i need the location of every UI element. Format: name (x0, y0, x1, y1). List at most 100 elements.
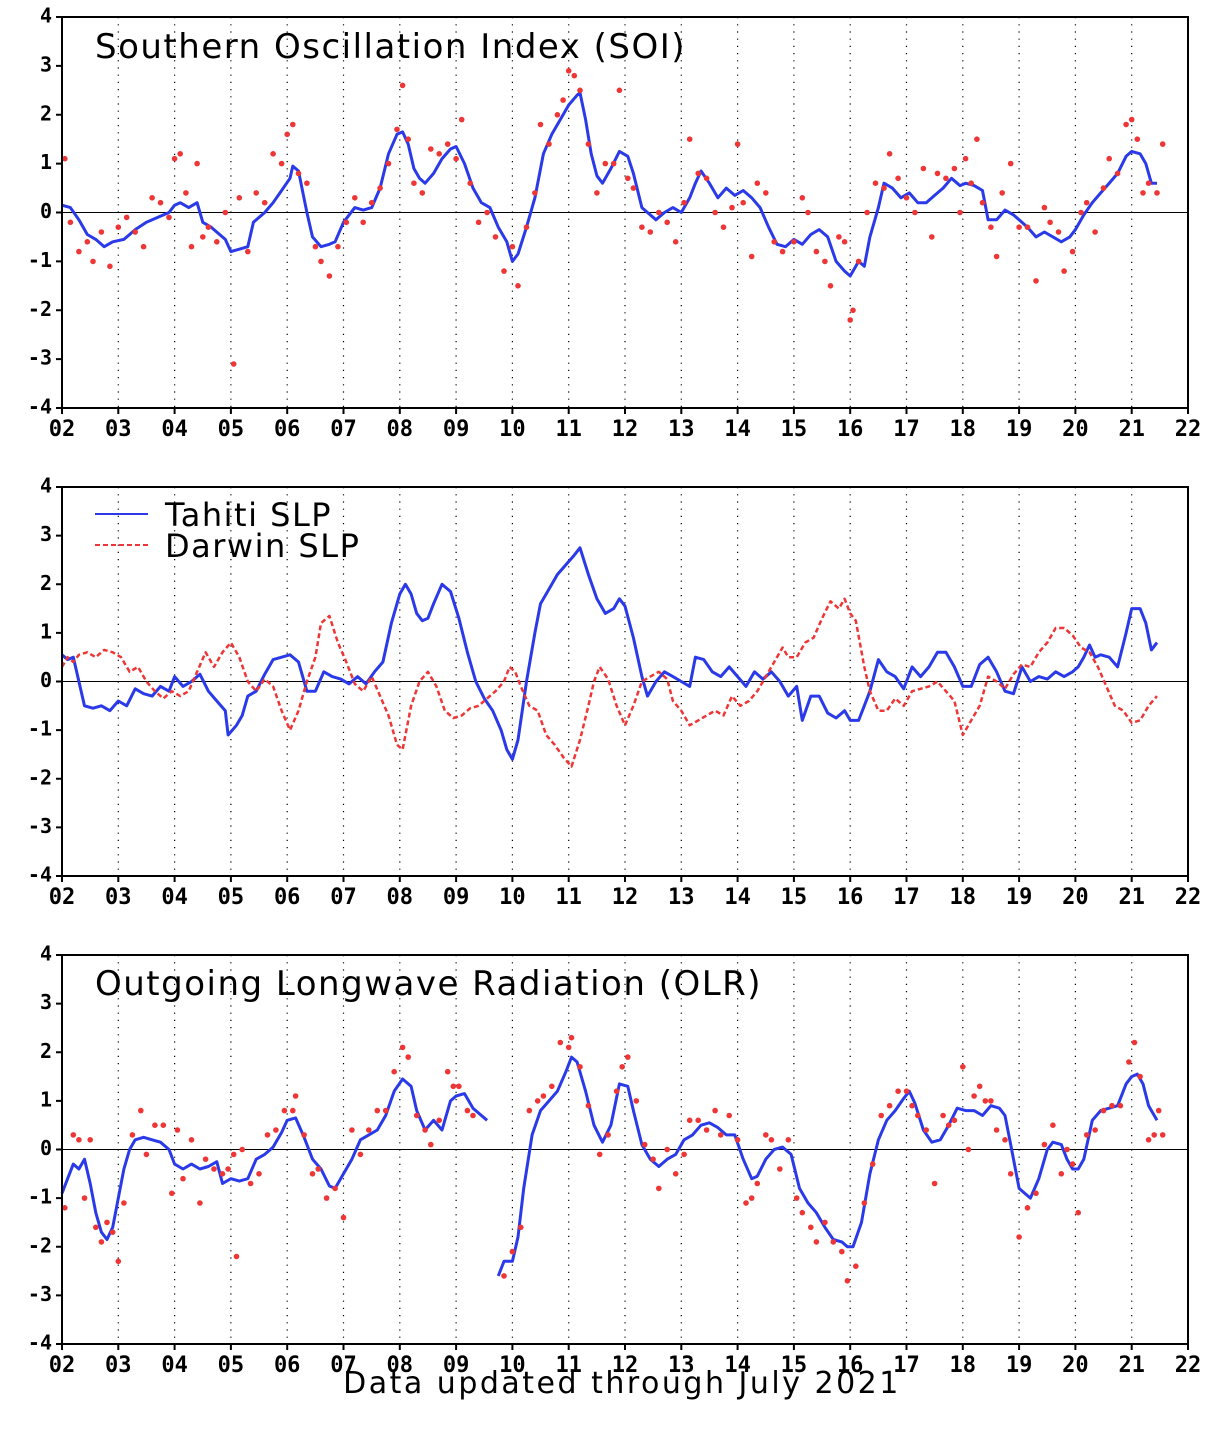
olr-monthly-point (988, 1098, 994, 1104)
olr-monthly-point (413, 1112, 420, 1119)
olr-monthly-point (332, 1185, 338, 1192)
olr-monthly-point (1100, 1107, 1107, 1114)
soi-monthly-point (1047, 219, 1053, 226)
olr-monthly-point (422, 1127, 428, 1133)
soi-monthly-point (467, 180, 474, 186)
olr-monthly-point (886, 1102, 893, 1109)
soi-monthly-point (740, 199, 746, 206)
soi-monthly-point (934, 170, 941, 177)
soi-monthly-point (360, 219, 367, 226)
soi-monthly-point (98, 229, 105, 235)
soi-monthly-point (672, 239, 679, 245)
olr-monthly-point (869, 1161, 876, 1167)
slp-x-tick-label: 13 (668, 885, 695, 910)
soi-monthly-point (720, 224, 727, 230)
olr-monthly-point (115, 1258, 122, 1265)
soi-monthly-point (988, 224, 994, 230)
olr-monthly-point (247, 1180, 254, 1187)
olr-monthly-point (405, 1054, 412, 1060)
soi-monthly-point (850, 307, 856, 314)
soi-monthly-point (1145, 180, 1152, 186)
soi-monthly-point (537, 121, 544, 128)
soi-monthly-point (253, 190, 259, 196)
olr-monthly-point (501, 1273, 507, 1279)
soi-monthly-point (805, 209, 811, 216)
olr-y-tick-label: -4 (28, 1331, 52, 1355)
olr-x-tick-label: 22 (1175, 1353, 1202, 1378)
soi-monthly-point (748, 253, 755, 260)
soi-monthly-point (399, 82, 406, 89)
soi-monthly-point (1055, 229, 1062, 235)
slp-y-tick-label: 2 (40, 571, 52, 595)
olr-y-tick-label: -1 (28, 1185, 52, 1209)
soi-monthly-point (312, 243, 319, 250)
soi-monthly-point (903, 195, 910, 201)
olr-monthly-point (976, 1083, 983, 1090)
soi-monthly-point (509, 243, 516, 250)
soi-monthly-point (656, 209, 662, 216)
olr-monthly-point (233, 1253, 240, 1260)
olr-monthly-point (549, 1083, 555, 1090)
soi-monthly-point (1154, 190, 1160, 196)
olr-monthly-point (1007, 1171, 1014, 1177)
slp-y-tick-label: -2 (28, 765, 52, 789)
soi-monthly-point (385, 160, 392, 167)
soi-x-tick-label: 03 (105, 417, 132, 442)
olr-monthly-point (923, 1127, 929, 1133)
soi-monthly-point (962, 155, 969, 162)
soi-monthly-point (546, 141, 552, 147)
olr-monthly-point (211, 1166, 217, 1172)
olr-y-tick-label: 0 (40, 1136, 52, 1160)
soi-monthly-point (411, 180, 417, 186)
soi-x-tick-label: 08 (387, 417, 414, 442)
soi-monthly-point (681, 199, 687, 206)
soi-monthly-point (278, 160, 285, 167)
soi-monthly-point (929, 234, 935, 240)
soi-index-line (61, 91, 1157, 278)
olr-y-tick-label: 2 (40, 1039, 52, 1063)
soi-monthly-point (368, 199, 375, 206)
soi-monthly-point (84, 239, 91, 245)
soi-monthly-point (62, 155, 68, 162)
soi-x-tick-label: 15 (781, 417, 808, 442)
soi-y-tick-label: 3 (40, 52, 52, 76)
olr-monthly-point (945, 1122, 952, 1128)
soi-x-tick-label: 22 (1175, 417, 1202, 442)
olr-monthly-point (1159, 1132, 1166, 1138)
olr-monthly-point (138, 1107, 144, 1114)
slp-x-tick-label: 19 (1006, 885, 1033, 910)
slp-y-tick-label: -1 (28, 717, 52, 741)
soi-monthly-point (836, 234, 842, 240)
olr-x-tick-label: 17 (893, 1353, 920, 1378)
soi-monthly-point (318, 258, 324, 265)
soi-monthly-point (475, 219, 482, 226)
olr-x-tick-label: 04 (161, 1353, 188, 1378)
olr-monthly-point (81, 1195, 88, 1201)
olr-monthly-point (557, 1039, 564, 1046)
darwin-legend-label: Darwin SLP (165, 527, 360, 565)
soi-monthly-point (222, 209, 229, 216)
olr-index-line (496, 1055, 1159, 1277)
soi-monthly-point (1007, 160, 1014, 167)
soi-monthly-point (1016, 224, 1022, 230)
soi-monthly-point (951, 165, 958, 172)
slp-x-tick-label: 12 (612, 885, 639, 910)
soi-monthly-point (881, 185, 887, 191)
olr-monthly-point (62, 1205, 68, 1211)
soi-monthly-point (1092, 229, 1098, 235)
olr-monthly-point (518, 1224, 524, 1231)
olr-monthly-point (239, 1146, 245, 1153)
olr-monthly-point (1075, 1209, 1081, 1216)
soi-monthly-point (993, 253, 1000, 260)
soi-x-tick-label: 10 (499, 417, 526, 442)
olr-monthly-point (1117, 1102, 1124, 1109)
olr-y-tick-label: 3 (40, 990, 52, 1014)
soi-monthly-point (261, 199, 268, 206)
soi-monthly-point (920, 165, 927, 172)
soi-x-tick-label: 16 (837, 417, 864, 442)
olr-x-tick-label: 18 (950, 1353, 977, 1378)
olr-x-tick-label: 07 (330, 1353, 357, 1378)
olr-monthly-point (641, 1141, 648, 1148)
soi-monthly-point (1134, 136, 1141, 142)
